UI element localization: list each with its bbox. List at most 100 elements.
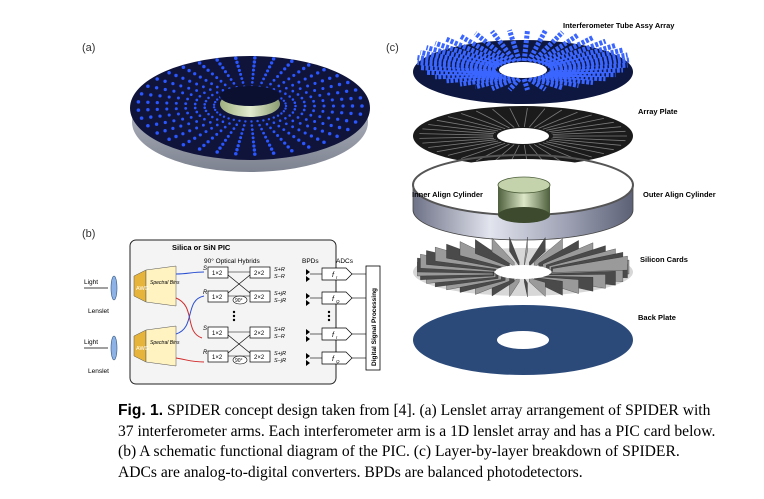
lenslet [269, 147, 274, 151]
lenslet [193, 72, 197, 76]
lenslet [215, 132, 219, 136]
lenslet [174, 101, 178, 105]
lenslet [330, 98, 334, 102]
tube [550, 57, 630, 73]
lenslet [198, 75, 202, 79]
splitter-3 [207, 326, 229, 339]
lenslet [146, 84, 150, 88]
bpd-2 [306, 293, 310, 306]
plate-slot [549, 140, 614, 151]
plate-slot [509, 108, 520, 128]
lenslet [277, 124, 281, 128]
lenslet [321, 109, 325, 113]
lenslet [188, 129, 192, 133]
lenslet [286, 145, 290, 149]
lenslet [336, 117, 340, 121]
lenslet [188, 79, 192, 83]
lenslet [291, 83, 295, 87]
lenslet [272, 130, 276, 134]
lenslet [349, 96, 353, 101]
dsp-label: Digital Signal Processing [371, 288, 378, 366]
out-label-1: S+R [274, 267, 285, 273]
plate-slot [447, 116, 502, 131]
lenslet [316, 137, 320, 141]
lenslet [303, 77, 307, 81]
lenslet-label-top: Lenslet [88, 308, 109, 315]
plate-slot [538, 111, 578, 129]
lenslet [219, 113, 222, 116]
lenslet [210, 136, 214, 140]
layer-label-outer-cylinder: Outer Align Cylinder [643, 190, 716, 199]
lenslet [322, 68, 326, 72]
lenslet [193, 106, 197, 110]
lenslet [208, 88, 212, 91]
lenslet [320, 129, 325, 133]
lenslet [252, 64, 256, 68]
lenslet [288, 95, 291, 98]
lenslet [240, 132, 244, 135]
lenslet [252, 60, 257, 64]
lenslet [344, 119, 349, 123]
lenslet [210, 126, 214, 130]
lenslet [222, 115, 226, 118]
lenslet [167, 137, 171, 142]
lenslet [242, 124, 246, 127]
lenslet [146, 100, 150, 104]
lenslet [181, 142, 186, 147]
bpd-1 [306, 269, 310, 282]
lenslet [306, 124, 310, 128]
lenslet [318, 115, 322, 119]
tube [537, 75, 580, 88]
back-plate [413, 305, 633, 375]
lenslet [228, 122, 231, 125]
plate-slot [422, 128, 495, 135]
lenslet [251, 76, 255, 80]
lenslet [309, 95, 313, 99]
splitter-1 [207, 266, 229, 279]
lenslet [256, 119, 259, 123]
lenslet [302, 108, 306, 112]
lenslet [291, 111, 295, 114]
lenslet [291, 125, 295, 129]
plate-slot [551, 138, 622, 146]
awg-label-bottom: AWG [136, 346, 149, 352]
caption-text: SPIDER concept design taken from [4]. (a… [118, 402, 716, 481]
lenslet [337, 82, 342, 87]
tube [541, 74, 594, 85]
lenslet [198, 94, 202, 98]
tube [473, 31, 512, 64]
r-input-2: R [203, 350, 208, 356]
lenslet-array-figure [130, 56, 370, 172]
splitter-4 [207, 350, 229, 363]
lenslet [250, 124, 254, 127]
splitter-label-4: 1×2 [212, 355, 223, 361]
lenslet [272, 78, 276, 82]
adc-3 [321, 327, 353, 341]
phase-label-2: 90° [235, 358, 243, 364]
lenslet [284, 122, 288, 126]
lenslet [336, 91, 340, 95]
lenslet [284, 104, 288, 108]
lenslet [163, 79, 167, 83]
layer-label-tube-array: Interferometer Tube Assy Array [563, 21, 675, 30]
lenslet [313, 104, 316, 108]
lenslet [284, 107, 287, 110]
layer-label-silicon-cards: Silicon Cards [640, 255, 688, 264]
silicon-cards [413, 236, 633, 298]
plate-slot [552, 130, 626, 135]
lenslet [184, 102, 188, 106]
lenslet [206, 68, 210, 72]
lenslet [276, 75, 280, 78]
silicon-card [524, 277, 528, 298]
lenslet [229, 131, 233, 134]
exploded-layer-figure: Interferometer Tube Assy Array Array Pla… [412, 21, 716, 375]
lenslet [149, 93, 153, 97]
lenslet [139, 92, 144, 96]
lenslet [283, 141, 287, 145]
out-label-8: S−jR [274, 358, 286, 364]
lenslet [244, 120, 247, 123]
adc-sub-1: I [336, 275, 338, 280]
waveguide-cross-2 [175, 295, 205, 335]
figure-label: Fig. 1. [118, 402, 164, 419]
lenslet [219, 129, 223, 133]
